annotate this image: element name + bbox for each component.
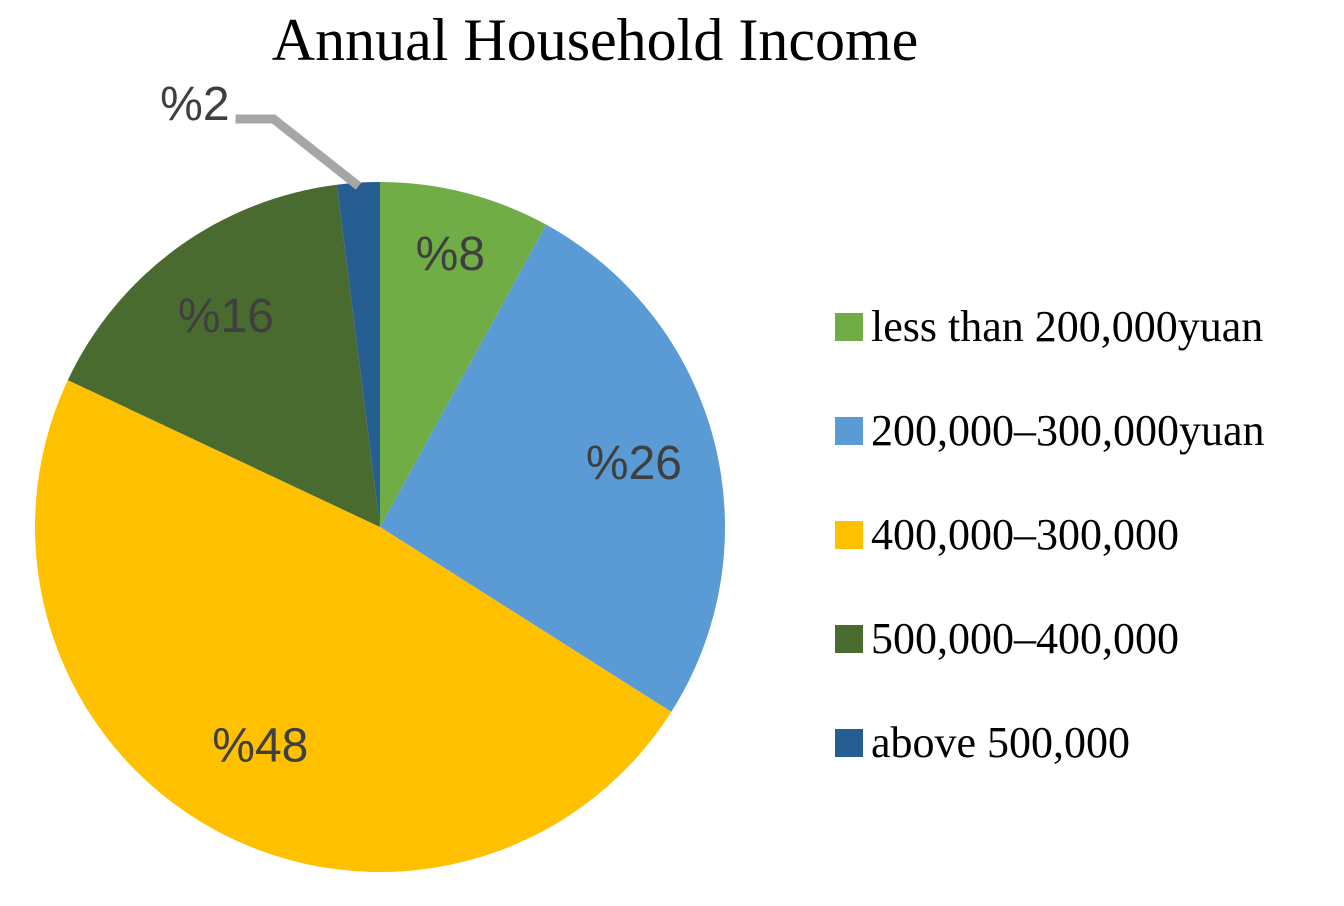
- slice-label-1: %8: [416, 228, 485, 281]
- slice-label-5: %2: [160, 78, 229, 131]
- legend-swatch-dark-blue: [835, 729, 863, 757]
- pie-slice-5: [336, 182, 380, 527]
- legend-item-4: 500,000–400,000: [835, 617, 1265, 661]
- slice-label-3: %48: [212, 720, 308, 773]
- chart-title: Annual Household Income: [271, 7, 919, 73]
- legend-label-4: 500,000–400,000: [871, 614, 1179, 663]
- legend-swatch-dark-green: [835, 625, 863, 653]
- pie-slices: [34, 182, 725, 873]
- pie-slice-labels: %8 %26 %48 %16 %2: [160, 78, 682, 773]
- slice-label-4: %16: [178, 290, 274, 343]
- legend-item-1: less than 200,000yuan: [835, 305, 1265, 349]
- legend-label-5: above 500,000: [871, 718, 1131, 767]
- pie-slice-3: [34, 380, 672, 873]
- legend-item-5: above 500,000: [835, 721, 1265, 765]
- legend-label-3: 400,000–300,000: [871, 510, 1179, 559]
- legend-label-1: less than 200,000yuan: [871, 302, 1264, 351]
- leader-line: [235, 114, 362, 190]
- legend: less than 200,000yuan 200,000–300,000yua…: [835, 305, 1265, 765]
- pie-slice-4: [67, 184, 381, 527]
- legend-swatch-gold: [835, 521, 863, 549]
- pie-slice-1: [380, 182, 547, 527]
- legend-item-3: 400,000–300,000: [835, 513, 1265, 557]
- legend-swatch-blue: [835, 417, 863, 445]
- slice-label-2: %26: [586, 437, 682, 490]
- legend-item-2: 200,000–300,000yuan: [835, 409, 1265, 453]
- pie-slice-2: [380, 224, 725, 712]
- legend-swatch-green: [835, 313, 863, 341]
- legend-label-2: 200,000–300,000yuan: [871, 406, 1265, 455]
